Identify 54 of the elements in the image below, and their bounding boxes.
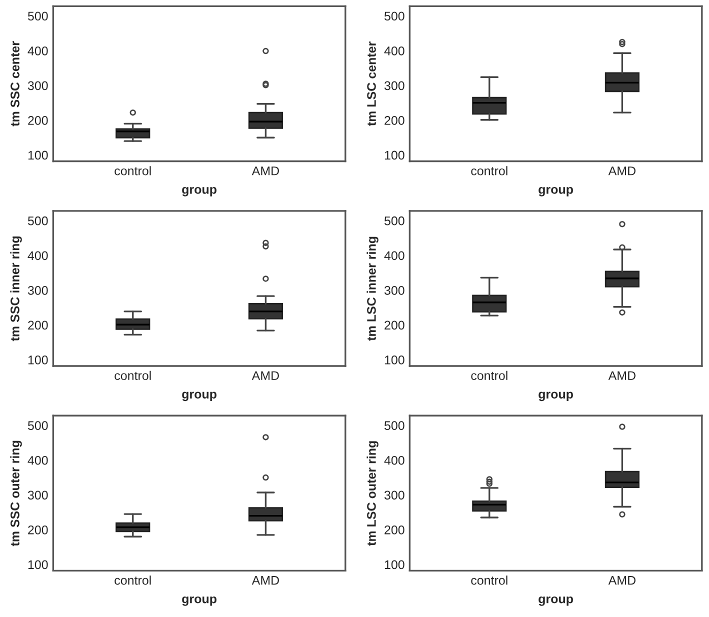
y-tick-label: 400 (28, 46, 48, 56)
y-tick-label: 400 (28, 251, 48, 260)
y-axis-title: tm LSC inner ring (366, 236, 378, 341)
y-tick-label: 200 (28, 525, 48, 534)
y-tick-label: 300 (384, 490, 404, 500)
x-axis-title: group (182, 392, 216, 402)
y-tick-label: 200 (384, 320, 404, 330)
x-axis-title: group (538, 186, 573, 196)
y-axis-title: tm LSC outer ring (366, 441, 378, 546)
y-tick-label: 300 (384, 286, 404, 295)
y-tick-label: 300 (384, 81, 404, 90)
y-tick-label: 500 (28, 421, 48, 430)
x-tick-label: control (114, 370, 151, 380)
y-tick-label: 300 (28, 490, 48, 500)
x-axis-title: group (182, 596, 216, 606)
y-tick-label: 500 (384, 12, 404, 21)
x-tick-label: AMD (252, 576, 279, 585)
x-tick-label: control (114, 166, 151, 176)
x-tick-label: AMD (252, 166, 279, 176)
y-tick-label: 100 (28, 150, 48, 160)
y-tick-label: 300 (28, 81, 48, 90)
y-axis-title: tm SSC inner ring (10, 236, 22, 342)
y-tick-label: 100 (384, 356, 404, 364)
y-tick-label: 400 (28, 456, 48, 465)
y-tick-label: 500 (28, 12, 48, 21)
y-tick-label: 300 (28, 286, 48, 295)
x-tick-label: control (471, 576, 508, 585)
y-tick-label: 200 (28, 116, 48, 125)
y-tick-label: 400 (384, 456, 404, 465)
y-axis-title: tm LSC center (367, 42, 376, 126)
x-axis-title: group (538, 596, 573, 606)
y-axis-title: tm SSC center (10, 41, 20, 126)
y-tick-label: 100 (384, 150, 404, 160)
x-axis-title: group (182, 186, 216, 196)
y-tick-label: 100 (384, 560, 404, 570)
x-tick-label: control (471, 370, 508, 380)
x-tick-label: AMD (608, 166, 636, 176)
x-tick-label: control (114, 576, 151, 585)
y-tick-label: 400 (384, 46, 404, 56)
y-tick-label: 500 (384, 421, 404, 430)
y-tick-label: 500 (384, 216, 404, 226)
x-tick-label: AMD (608, 576, 636, 585)
y-tick-label: 100 (28, 560, 48, 570)
x-tick-label: control (471, 166, 508, 176)
y-tick-label: 100 (28, 356, 48, 364)
y-tick-label: 200 (384, 525, 404, 534)
y-tick-label: 500 (28, 216, 48, 226)
y-tick-label: 200 (28, 320, 48, 330)
x-tick-label: AMD (608, 371, 636, 380)
y-tick-label: 400 (384, 251, 404, 260)
y-axis-title: tm SSC outer ring (10, 440, 22, 546)
y-tick-label: 200 (384, 116, 404, 125)
x-tick-label: AMD (252, 371, 279, 380)
x-axis-title: group (538, 392, 573, 402)
